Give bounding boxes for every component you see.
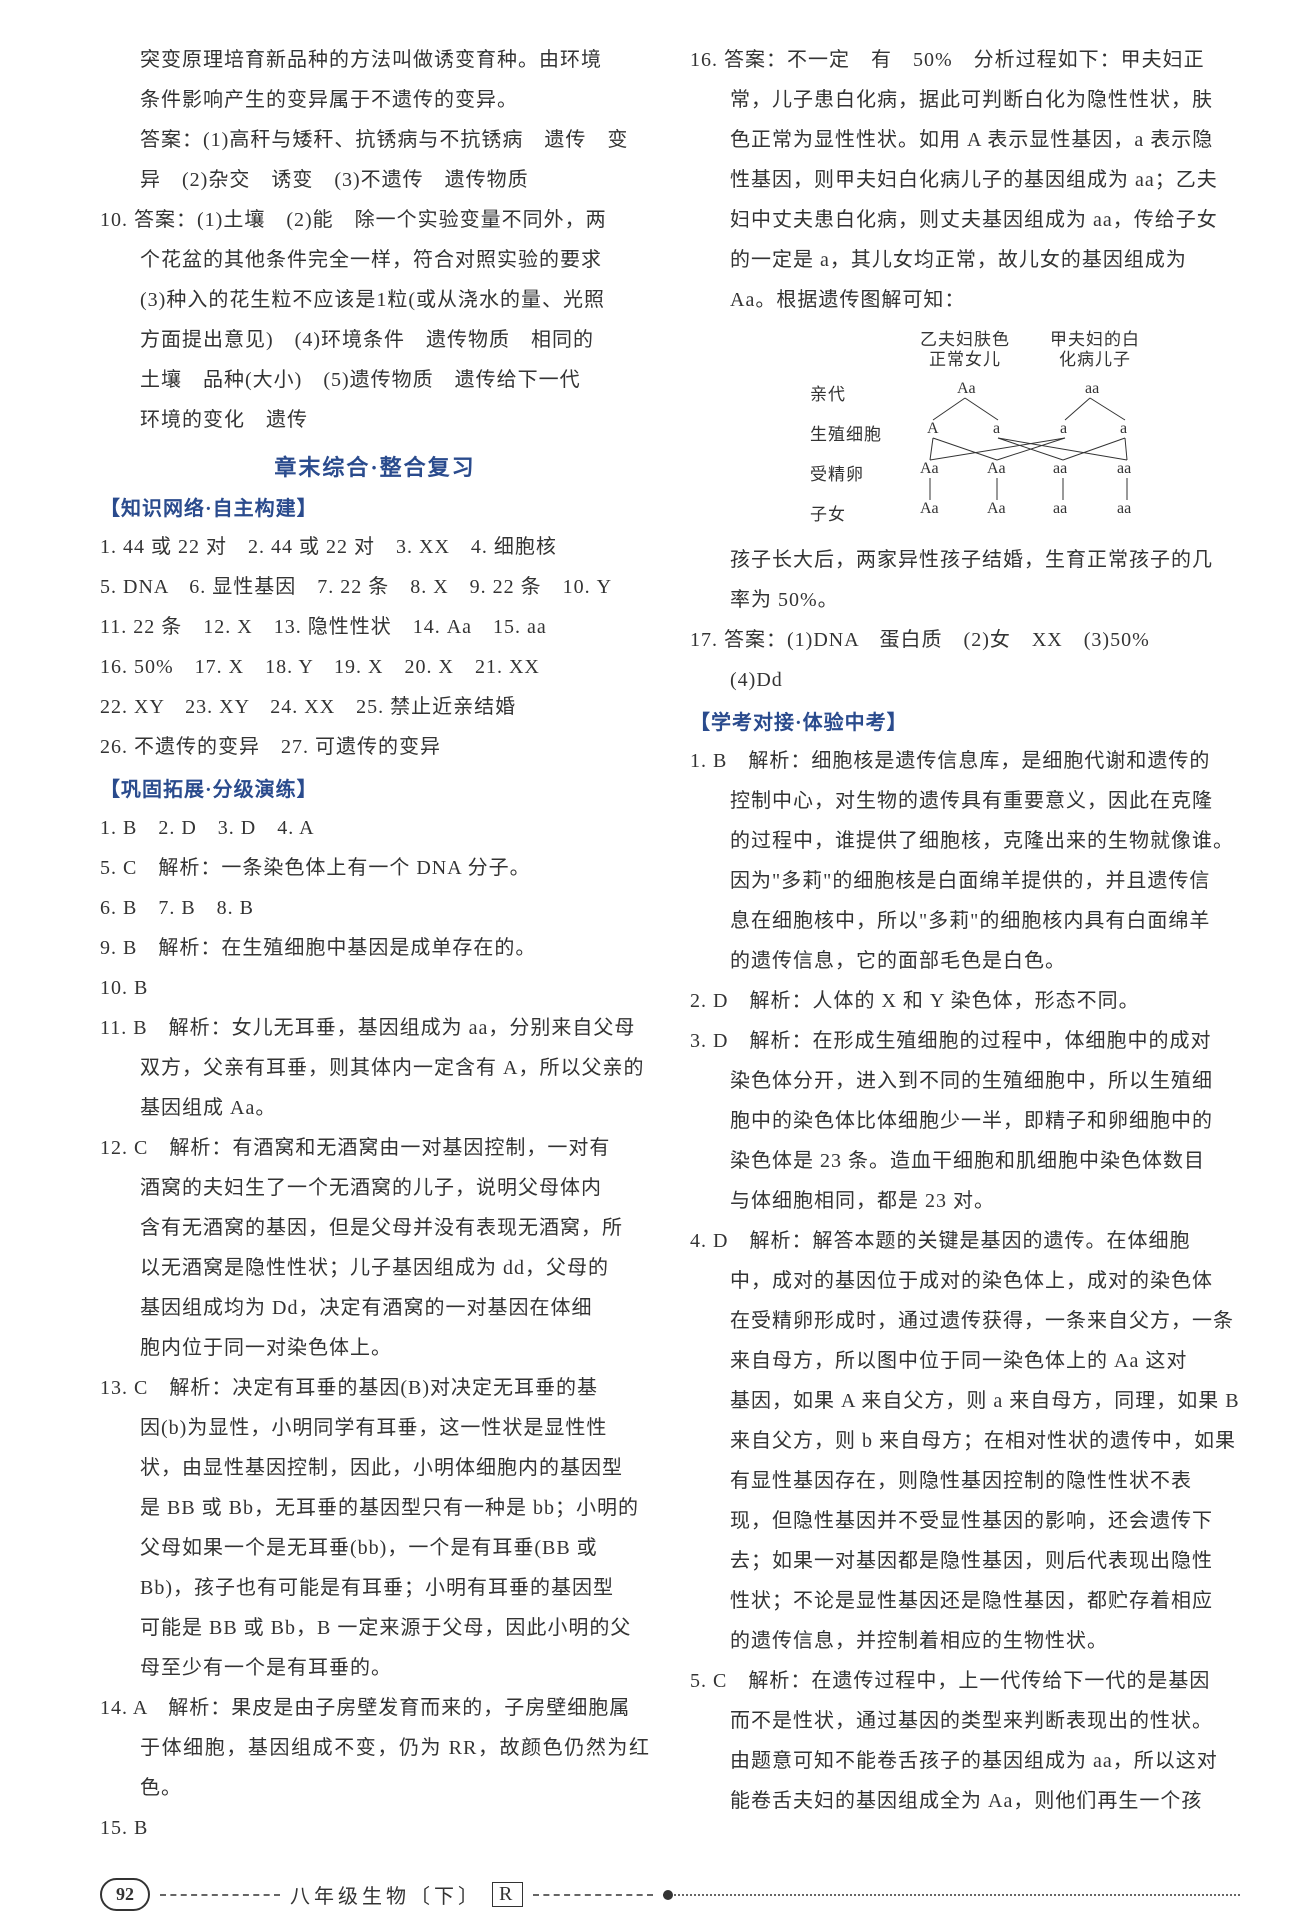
q10-line: 土壤 品种(大小) (5)遗传物质 遗传给下一代 <box>100 360 650 400</box>
q10-line: 方面提出意见) (4)环境条件 遗传物质 相同的 <box>100 320 650 360</box>
q13-line: 父母如果一个是无耳垂(bb)，一个是有耳垂(BB 或 <box>100 1528 650 1568</box>
q12-line: 以无酒窝是隐性性状；儿子基因组成为 dd，父母的 <box>100 1248 650 1288</box>
q13-line: 13. C 解析：决定有耳垂的基因(B)对决定无耳垂的基 <box>100 1368 650 1408</box>
e4-line: 中，成对的基因位于成对的染色体上，成对的染色体 <box>690 1261 1240 1301</box>
net-line: 16. 50% 17. X 18. Y 19. X 20. X 21. XX <box>100 647 650 687</box>
right-column: 16. 答案：不一定 有 50% 分析过程如下：甲夫妇正 常，儿子患白化病，据此… <box>690 40 1240 1848</box>
e4-line: 在受精卵形成时，通过遗传获得，一条来自父方，一条 <box>690 1301 1240 1341</box>
q10-line: 环境的变化 遗传 <box>100 400 650 440</box>
e3-line: 3. D 解析：在形成生殖细胞的过程中，体细胞中的成对 <box>690 1021 1240 1061</box>
q11-line: 基因组成 Aa。 <box>100 1088 650 1128</box>
q13-line: 是 BB 或 Bb，无耳垂的基因型只有一种是 bb；小明的 <box>100 1488 650 1528</box>
q10-line: 10. 答案：(1)土壤 (2)能 除一个实验变量不同外，两 <box>100 200 650 240</box>
e3-line: 染色体是 23 条。造血干细胞和肌细胞中染色体数目 <box>690 1141 1240 1181</box>
page-number: 92 <box>100 1878 150 1911</box>
q13-line: 可能是 BB 或 Bb，B 一定来源于父母，因此小明的父 <box>100 1608 650 1648</box>
e4-line: 基因，如果 A 来自父方，则 a 来自母方，同理，如果 B <box>690 1381 1240 1421</box>
e4-line: 性状；不论是显性基因还是隐性基因，都贮存着相应 <box>690 1581 1240 1621</box>
q16-line: 常，儿子患白化病，据此可判断白化为隐性性状，肤 <box>690 80 1240 120</box>
e5-line: 由题意可知不能卷舌孩子的基因组成为 aa，所以这对 <box>690 1741 1240 1781</box>
e3-line: 与体细胞相同，都是 23 对。 <box>690 1181 1240 1221</box>
e4-line: 来自父方，则 b 来自母方；在相对性状的遗传中，如果 <box>690 1421 1240 1461</box>
q12-line: 酒窝的夫妇生了一个无酒窝的儿子，说明父母体内 <box>100 1168 650 1208</box>
e1-line: 因为"多莉"的细胞核是白面绵羊提供的，并且遗传信 <box>690 861 1240 901</box>
e4-line: 来自母方，所以图中位于同一染色体上的 Aa 这对 <box>690 1341 1240 1381</box>
net-line: 26. 不遗传的变异 27. 可遗传的变异 <box>100 727 650 767</box>
subsection-exam-connect: 【学考对接·体验中考】 <box>690 706 1240 735</box>
left-column: 突变原理培育新品种的方法叫做诱变育种。由环境 条件影响产生的变异属于不遗传的变异… <box>100 40 650 1848</box>
q13-line: 母至少有一个是有耳垂的。 <box>100 1648 650 1688</box>
q12-line: 基因组成均为 Dd，决定有酒窝的一对基因在体细 <box>100 1288 650 1328</box>
practice-line: 9. B 解析：在生殖细胞中基因是成单存在的。 <box>100 928 650 968</box>
q16-line: 的一定是 a，其儿女均正常，故儿女的基因组成为 <box>690 240 1240 280</box>
q12-line: 12. C 解析：有酒窝和无酒窝由一对基因控制，一对有 <box>100 1128 650 1168</box>
subsection-practice: 【巩固拓展·分级演练】 <box>100 773 650 802</box>
e4-line: 现，但隐性基因并不受显性基因的影响，还会遗传下 <box>690 1501 1240 1541</box>
e1-line: 的遗传信息，它的面部毛色是白色。 <box>690 941 1240 981</box>
practice-line: 5. C 解析：一条染色体上有一个 DNA 分子。 <box>100 848 650 888</box>
practice-line: 1. B 2. D 3. D 4. A <box>100 808 650 848</box>
net-line: 22. XY 23. XY 24. XX 25. 禁止近亲结婚 <box>100 687 650 727</box>
q13-line: 状，由显性基因控制，因此，小明体细胞内的基因型 <box>100 1448 650 1488</box>
genetic-cross-diagram: 乙夫妇肤色正常女儿 甲夫妇的白化病儿子 亲代 生殖细胞 受精卵 子女 Aa aa… <box>690 330 1240 530</box>
chapter-section-title: 章末综合·整合复习 <box>100 450 650 482</box>
net-line: 1. 44 或 22 对 2. 44 或 22 对 3. XX 4. 细胞核 <box>100 527 650 567</box>
dot-icon <box>663 1890 673 1900</box>
q10-line: (3)种入的花生粒不应该是1粒(或从浇水的量、光照 <box>100 280 650 320</box>
footer-divider <box>533 1894 653 1896</box>
q16-line: 色正常为显性性状。如用 A 表示显性基因，a 表示隐 <box>690 120 1240 160</box>
text-line: 答案：(1)高秆与矮秆、抗锈病与不抗锈病 遗传 变 <box>100 120 650 160</box>
e5-line: 5. C 解析：在遗传过程中，上一代传给下一代的是基因 <box>690 1661 1240 1701</box>
e5-line: 而不是性状，通过基因的类型来判断表现出的性状。 <box>690 1701 1240 1741</box>
e4-line: 的遗传信息，并控制着相应的生物性状。 <box>690 1621 1240 1661</box>
net-line: 5. DNA 6. 显性基因 7. 22 条 8. X 9. 22 条 10. … <box>100 567 650 607</box>
practice-line: 6. B 7. B 8. B <box>100 888 650 928</box>
e1-line: 息在细胞核中，所以"多莉"的细胞核内具有白面绵羊 <box>690 901 1240 941</box>
q14-line: 于体细胞，基因组成不变，仍为 RR，故颜色仍然为红色。 <box>100 1728 650 1808</box>
footer-book-title: 八年级生物〔下〕 <box>290 1880 482 1909</box>
q12-line: 胞内位于同一对染色体上。 <box>100 1328 650 1368</box>
q16-line: Aa。根据遗传图解可知： <box>690 280 1240 320</box>
e5-line: 能卷舌夫妇的基因组成全为 Aa，则他们再生一个孩 <box>690 1781 1240 1821</box>
diagram-lines <box>690 330 1250 530</box>
q16-line: 性基因，则甲夫妇白化病儿子的基因组成为 aa；乙夫 <box>690 160 1240 200</box>
e4-line: 去；如果一对基因都是隐性基因，则后代表现出隐性 <box>690 1541 1240 1581</box>
q17-line: 17. 答案：(1)DNA 蛋白质 (2)女 XX (3)50% <box>690 620 1240 660</box>
q17-line: (4)Dd <box>690 660 1240 700</box>
q11-line: 双方，父亲有耳垂，则其体内一定含有 A，所以父亲的 <box>100 1048 650 1088</box>
q16-after-line: 率为 50%。 <box>690 580 1240 620</box>
e3-line: 染色体分开，进入到不同的生殖细胞中，所以生殖细 <box>690 1061 1240 1101</box>
e2-line: 2. D 解析：人体的 X 和 Y 染色体，形态不同。 <box>690 981 1240 1021</box>
practice-line: 10. B <box>100 968 650 1008</box>
q12-line: 含有无酒窝的基因，但是父母并没有表现无酒窝，所 <box>100 1208 650 1248</box>
footer-dotted-line <box>663 1894 1240 1896</box>
q13-line: Bb)，孩子也有可能是有耳垂；小明有耳垂的基因型 <box>100 1568 650 1608</box>
e4-line: 4. D 解析：解答本题的关键是基因的遗传。在体细胞 <box>690 1221 1240 1261</box>
text-line: 条件影响产生的变异属于不遗传的变异。 <box>100 80 650 120</box>
e1-line: 的过程中，谁提供了细胞核，克隆出来的生物就像谁。 <box>690 821 1240 861</box>
q13-line: 因(b)为显性，小明同学有耳垂，这一性状是显性性 <box>100 1408 650 1448</box>
q15-line: 15. B <box>100 1808 650 1848</box>
q10-line: 个花盆的其他条件完全一样，符合对照实验的要求 <box>100 240 650 280</box>
q16-after-line: 孩子长大后，两家异性孩子结婚，生育正常孩子的几 <box>690 540 1240 580</box>
e4-line: 有显性基因存在，则隐性基因控制的隐性性状不表 <box>690 1461 1240 1501</box>
page-footer: 92 八年级生物〔下〕 R <box>100 1878 1240 1911</box>
e3-line: 胞中的染色体比体细胞少一半，即精子和卵细胞中的 <box>690 1101 1240 1141</box>
text-line: 异 (2)杂交 诱变 (3)不遗传 遗传物质 <box>100 160 650 200</box>
q14-line: 14. A 解析：果皮是由子房壁发育而来的，子房壁细胞属 <box>100 1688 650 1728</box>
e1-line: 控制中心，对生物的遗传具有重要意义，因此在克隆 <box>690 781 1240 821</box>
q16-line: 16. 答案：不一定 有 50% 分析过程如下：甲夫妇正 <box>690 40 1240 80</box>
q11-line: 11. B 解析：女儿无耳垂，基因组成为 aa，分别来自父母 <box>100 1008 650 1048</box>
text-line: 突变原理培育新品种的方法叫做诱变育种。由环境 <box>100 40 650 80</box>
q16-line: 妇中丈夫患白化病，则丈夫基因组成为 aa，传给子女 <box>690 200 1240 240</box>
e1-line: 1. B 解析：细胞核是遗传信息库，是细胞代谢和遗传的 <box>690 741 1240 781</box>
net-line: 11. 22 条 12. X 13. 隐性性状 14. Aa 15. aa <box>100 607 650 647</box>
subsection-knowledge-network: 【知识网络·自主构建】 <box>100 492 650 521</box>
footer-divider <box>160 1894 280 1896</box>
footer-mark: R <box>492 1882 523 1907</box>
